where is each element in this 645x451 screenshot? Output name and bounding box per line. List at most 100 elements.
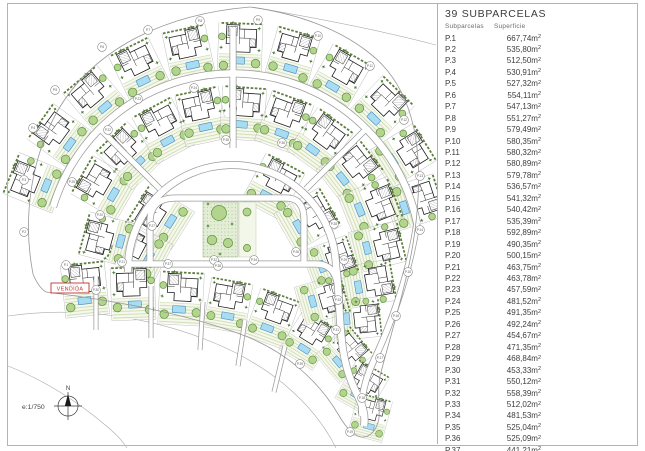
parcel-area: 580,32m2 bbox=[506, 148, 541, 158]
parcel-id: P.6 bbox=[445, 90, 456, 100]
svg-text:P.39: P.39 bbox=[297, 362, 303, 366]
parcel-area: 547,13m2 bbox=[506, 102, 541, 112]
table-row: P.17 535,39m2 bbox=[445, 217, 637, 228]
parcel-id: P.34 bbox=[445, 411, 461, 421]
table-row: P.1 667,74m2 bbox=[445, 34, 637, 45]
col-superficie: Superficie bbox=[494, 23, 526, 30]
parcel-table: 39 SUBPARCELAS Subparcelas Superficie P.… bbox=[437, 4, 637, 451]
col-subparcelas: Subparcelas bbox=[445, 23, 484, 30]
parcel-id: P.5 bbox=[445, 79, 456, 89]
svg-text:P.4: P.4 bbox=[31, 126, 36, 130]
parcel-area: 530,91m2 bbox=[506, 67, 541, 77]
parcel bbox=[263, 25, 321, 90]
parcel-badge: P.23 bbox=[133, 94, 143, 104]
table-row: P.25 491,35m2 bbox=[445, 308, 637, 319]
site-plan-svg: P.1 P.2 P.3 P.4 P.5 P.6 P.7 P.8 P.9 P.10… bbox=[2, 6, 447, 449]
parcel-id: P.27 bbox=[445, 331, 461, 341]
svg-text:P.5: P.5 bbox=[53, 88, 58, 92]
table-row: P.20 500,15m2 bbox=[445, 251, 637, 262]
svg-text:P.9: P.9 bbox=[256, 18, 261, 22]
parcel-badge: P.4 bbox=[28, 123, 38, 133]
parcel-id: P.37 bbox=[445, 445, 461, 451]
parcel-badge: P.38 bbox=[213, 261, 223, 271]
parcel-id: P.31 bbox=[445, 377, 461, 387]
property-boundary bbox=[28, 6, 419, 438]
parcel-area: 551,27m2 bbox=[506, 113, 541, 123]
parcel bbox=[157, 269, 205, 327]
parcel-id: P.13 bbox=[445, 170, 461, 180]
parcel-area: 481,52m2 bbox=[506, 296, 541, 306]
parcel-id: P.15 bbox=[445, 193, 461, 203]
central-park bbox=[202, 201, 257, 258]
svg-text:P.23: P.23 bbox=[135, 97, 141, 101]
parcel-area: 579,78m2 bbox=[506, 170, 541, 180]
svg-text:P.8: P.8 bbox=[198, 19, 203, 23]
parcel-id: P.2 bbox=[445, 44, 456, 54]
parcel-area: 580,35m2 bbox=[506, 136, 541, 146]
svg-text:P.33: P.33 bbox=[335, 298, 341, 302]
parcel-badge: P.17 bbox=[375, 353, 385, 363]
parcel-id: P.3 bbox=[445, 56, 456, 66]
svg-text:P.26: P.26 bbox=[293, 250, 299, 254]
parcel-badge: P.37 bbox=[163, 259, 173, 269]
parcel-id: P.18 bbox=[445, 228, 461, 238]
parcel-area: 441,21m2 bbox=[506, 445, 541, 451]
parcel-badge: P.24 bbox=[189, 83, 199, 93]
parcel-id: P.32 bbox=[445, 388, 461, 398]
parcel-id: P.33 bbox=[445, 400, 461, 409]
parcel-badge: P.15 bbox=[403, 267, 413, 277]
svg-text:P.19: P.19 bbox=[347, 430, 353, 434]
vendida-label: VENDIDA bbox=[50, 282, 90, 294]
parcel-badge: P.22 bbox=[103, 125, 113, 135]
parcel-badge: P.2 bbox=[19, 227, 29, 237]
parcel-area: 592,89m2 bbox=[506, 228, 541, 238]
parcel-area: 457,59m2 bbox=[506, 285, 541, 295]
table-header: Subparcelas Superficie bbox=[445, 23, 637, 30]
parcel-id: P.24 bbox=[445, 296, 461, 306]
parcel-area: 525,04m2 bbox=[506, 422, 541, 432]
parcel-badge: P.14 bbox=[415, 225, 425, 235]
table-row: P.3 512,50m2 bbox=[445, 56, 637, 67]
parcel-id: P.29 bbox=[445, 354, 461, 364]
parcel-id: P.20 bbox=[445, 251, 461, 261]
table-row: P.33 512,02m2 bbox=[445, 400, 637, 411]
parcel bbox=[243, 287, 301, 350]
parcel-id: P.23 bbox=[445, 285, 461, 295]
parcel-badge: P.16 bbox=[391, 311, 401, 321]
parcel-id: P.19 bbox=[445, 239, 461, 249]
table-row: P.18 592,89m2 bbox=[445, 228, 637, 239]
svg-text:P.34: P.34 bbox=[251, 258, 257, 262]
parcel-area: 540,42m2 bbox=[506, 205, 541, 215]
parcel-id: P.30 bbox=[445, 365, 461, 375]
table-row: P.10 580,35m2 bbox=[445, 137, 637, 148]
parcel-id: P.22 bbox=[445, 274, 461, 284]
parcel-id: P.26 bbox=[445, 319, 461, 329]
parcel-badges: P.1 P.2 P.3 P.4 P.5 P.6 P.7 P.8 P.9 P.10… bbox=[19, 15, 425, 437]
parcel bbox=[27, 103, 97, 171]
parcel-id: P.12 bbox=[445, 159, 461, 169]
table-row: P.23 457,59m2 bbox=[445, 285, 637, 296]
svg-text:P.37: P.37 bbox=[165, 262, 171, 266]
table-row: P.31 550,12m2 bbox=[445, 377, 637, 388]
parcel-area: 579,49m2 bbox=[506, 125, 541, 135]
table-row: P.30 453,33m2 bbox=[445, 366, 637, 377]
parcel-area: 492,24m2 bbox=[506, 319, 541, 329]
svg-text:P.36: P.36 bbox=[279, 141, 285, 145]
parcel bbox=[202, 276, 254, 335]
parcel-badge: P.7 bbox=[143, 25, 153, 35]
table-row: P.32 558,39m2 bbox=[445, 389, 637, 400]
table-row: P.8 551,27m2 bbox=[445, 114, 637, 125]
svg-text:P.13: P.13 bbox=[417, 174, 423, 178]
parcel-badge: P.1 bbox=[61, 260, 71, 270]
svg-text:VENDIDA: VENDIDA bbox=[57, 287, 84, 293]
svg-text:P.35: P.35 bbox=[223, 138, 229, 142]
parcel-id: P.36 bbox=[445, 434, 461, 444]
parcel bbox=[70, 155, 139, 221]
parcel-area: 535,80m2 bbox=[506, 44, 541, 54]
table-row: P.16 540,42m2 bbox=[445, 205, 637, 216]
table-row: P.15 541,32m2 bbox=[445, 194, 637, 205]
svg-text:P.29: P.29 bbox=[341, 258, 347, 262]
parcel bbox=[347, 220, 408, 274]
parcel-id: P.35 bbox=[445, 422, 461, 432]
